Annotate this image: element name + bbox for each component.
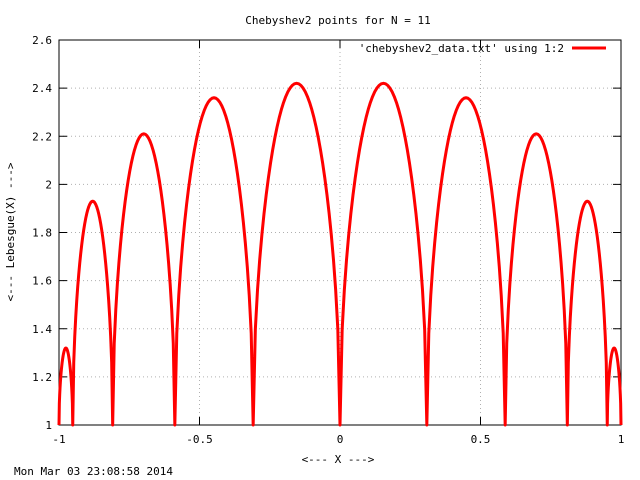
legend-label: 'chebyshev2_data.txt' using 1:2 [359,42,564,55]
series-line [57,81,623,427]
x-tick-label: 1 [618,433,625,446]
y-tick-label: 2 [45,178,52,191]
y-tick-label: 1 [45,419,52,432]
x-tick-label: -1 [52,433,65,446]
x-tick-label: 0 [337,433,344,446]
legend: 'chebyshev2_data.txt' using 1:2 [359,42,606,55]
chart-title: Chebyshev2 points for N = 11 [245,14,430,27]
y-tick-label: 2.4 [32,82,52,95]
y-axis-label: <--- Lebesgue(X) ---> [4,162,17,301]
y-tick-label: 2.6 [32,34,52,47]
tick-labels: -1 -0.5 0 0.5 1 1 1.2 1.4 1.6 1.8 2 2.2 2.4 2.6 [32,34,624,446]
x-tick-label: 0.5 [471,433,491,446]
y-tick-label: 1.8 [32,227,52,240]
x-axis-label: <--- X ---> [302,453,375,466]
timestamp: Mon Mar 03 23:08:58 2014 [14,465,173,478]
y-tick-label: 2.2 [32,130,52,143]
y-tick-label: 1.6 [32,275,52,288]
y-tick-label: 1.4 [32,323,52,336]
x-tick-label: -0.5 [186,433,213,446]
y-tick-label: 1.2 [32,371,52,384]
